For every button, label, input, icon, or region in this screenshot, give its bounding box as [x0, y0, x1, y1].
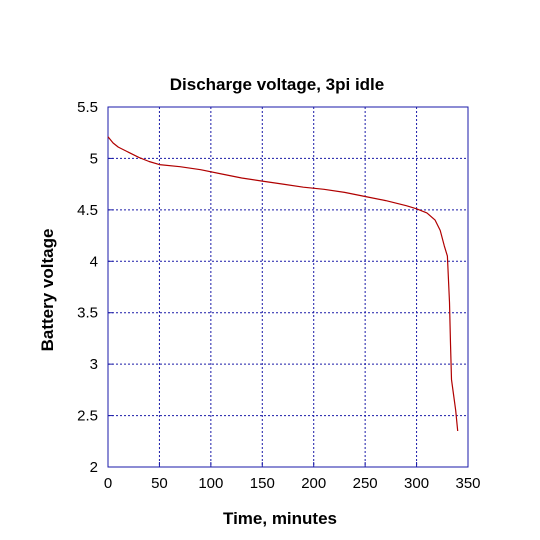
x-tick-label: 50	[151, 475, 168, 492]
x-tick-label: 350	[455, 475, 480, 492]
y-tick-label: 4	[90, 253, 98, 270]
y-tick-label: 3	[90, 356, 98, 373]
y-tick-label: 2.5	[77, 408, 98, 425]
x-tick-label: 200	[301, 475, 326, 492]
x-tick-label: 0	[104, 475, 112, 492]
y-tick-label: 4.5	[77, 202, 98, 219]
series-line	[107, 136, 459, 432]
y-tick-label: 5.5	[77, 99, 98, 116]
chart-title: Discharge voltage, 3pi idle	[170, 75, 384, 94]
plot-frame	[107, 106, 469, 468]
x-tick-label: 100	[198, 475, 223, 492]
x-tick-label: 150	[250, 475, 275, 492]
x-tick-label: 250	[353, 475, 378, 492]
grid-lines	[108, 107, 468, 467]
y-axis-label: Battery voltage	[38, 229, 57, 352]
x-tick-label: 300	[404, 475, 429, 492]
y-tick-label: 2	[90, 459, 98, 476]
axis-ticks: 0 50 100 150 200 250 300 350 2 2.5 3 3.5 4 4.5 5 5.5	[77, 99, 480, 492]
series-layer	[107, 136, 459, 432]
y-tick-label: 5	[90, 150, 98, 167]
y-tick-label: 3.5	[77, 305, 98, 322]
x-axis-label: Time, minutes	[223, 509, 337, 528]
